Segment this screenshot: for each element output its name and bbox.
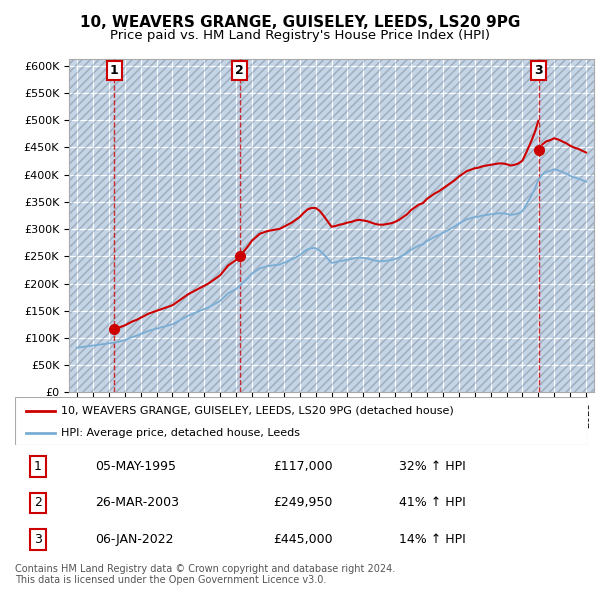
Text: 2: 2 [235,64,244,77]
Text: 10, WEAVERS GRANGE, GUISELEY, LEEDS, LS20 9PG (detached house): 10, WEAVERS GRANGE, GUISELEY, LEEDS, LS2… [61,405,454,415]
Text: 1: 1 [34,460,42,473]
Text: 26-MAR-2003: 26-MAR-2003 [95,496,179,510]
Text: 05-MAY-1995: 05-MAY-1995 [95,460,176,473]
Text: £249,950: £249,950 [273,496,332,510]
Text: 06-JAN-2022: 06-JAN-2022 [95,533,174,546]
Text: 3: 3 [535,64,543,77]
Text: 1: 1 [110,64,119,77]
Text: 32% ↑ HPI: 32% ↑ HPI [399,460,466,473]
Text: £117,000: £117,000 [273,460,332,473]
FancyBboxPatch shape [15,397,588,445]
Text: 10, WEAVERS GRANGE, GUISELEY, LEEDS, LS20 9PG: 10, WEAVERS GRANGE, GUISELEY, LEEDS, LS2… [80,15,520,30]
Text: 14% ↑ HPI: 14% ↑ HPI [399,533,466,546]
Text: £445,000: £445,000 [273,533,332,546]
Text: 41% ↑ HPI: 41% ↑ HPI [399,496,466,510]
Text: Price paid vs. HM Land Registry's House Price Index (HPI): Price paid vs. HM Land Registry's House … [110,30,490,42]
Text: Contains HM Land Registry data © Crown copyright and database right 2024.
This d: Contains HM Land Registry data © Crown c… [15,563,395,585]
Text: 2: 2 [34,496,42,510]
Text: HPI: Average price, detached house, Leeds: HPI: Average price, detached house, Leed… [61,428,300,438]
Text: 3: 3 [34,533,42,546]
